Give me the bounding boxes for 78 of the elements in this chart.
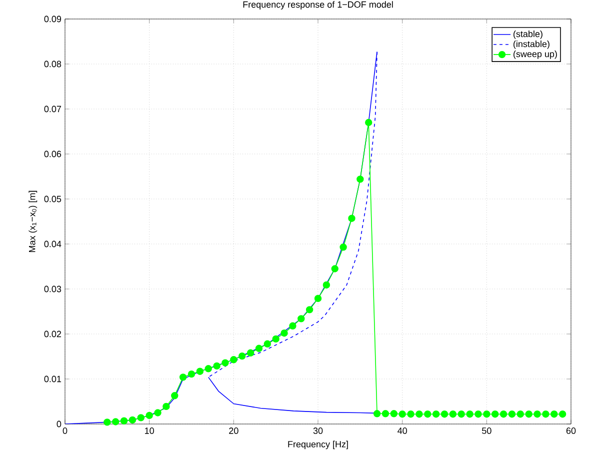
point bbox=[280, 330, 288, 337]
point bbox=[356, 176, 364, 183]
point bbox=[213, 362, 220, 370]
point bbox=[492, 410, 499, 418]
point bbox=[137, 414, 144, 422]
point bbox=[272, 335, 280, 343]
point bbox=[154, 409, 162, 416]
point bbox=[424, 410, 432, 418]
point bbox=[365, 118, 372, 126]
point bbox=[264, 340, 271, 348]
point bbox=[416, 410, 423, 418]
x-tick-label: 10 bbox=[145, 428, 154, 434]
point bbox=[112, 418, 120, 426]
point bbox=[458, 410, 465, 418]
point bbox=[516, 410, 524, 418]
point bbox=[466, 410, 474, 418]
point bbox=[500, 410, 508, 418]
point bbox=[407, 410, 414, 418]
y-tick-label: 0.09 bbox=[44, 16, 62, 22]
point bbox=[314, 294, 322, 302]
point bbox=[542, 410, 550, 418]
point bbox=[120, 417, 128, 424]
point bbox=[146, 412, 153, 420]
point bbox=[449, 410, 457, 418]
point bbox=[246, 349, 254, 356]
y-tick-label: 0.07 bbox=[44, 106, 62, 112]
point bbox=[298, 315, 305, 322]
chart-title: Frequency response of 1−DOF model bbox=[243, 1, 393, 10]
point bbox=[179, 374, 187, 381]
point bbox=[188, 370, 196, 378]
y-tick-label: 0.06 bbox=[44, 150, 62, 158]
legend-label: (instable) bbox=[514, 40, 550, 49]
point bbox=[222, 359, 229, 366]
point bbox=[348, 214, 356, 222]
point bbox=[331, 265, 338, 272]
point bbox=[483, 410, 490, 418]
point bbox=[558, 410, 566, 418]
point bbox=[432, 410, 440, 418]
point bbox=[382, 410, 390, 418]
point bbox=[340, 244, 347, 251]
x-tick-label: 0 bbox=[62, 428, 68, 434]
legend-label: (stable) bbox=[514, 30, 542, 39]
point bbox=[306, 306, 314, 314]
point bbox=[390, 410, 398, 418]
point bbox=[550, 410, 558, 418]
point bbox=[238, 352, 246, 360]
point bbox=[525, 410, 532, 418]
y-tick-label: 0.01 bbox=[44, 376, 62, 382]
point bbox=[373, 410, 381, 418]
y-axis-title: Max (x$_{1}$−x$_{0}$) [m] bbox=[28, 190, 38, 252]
x-tick-label: 30 bbox=[313, 428, 323, 434]
x-tick-label: 40 bbox=[398, 428, 407, 434]
y-tick-label: 0.03 bbox=[44, 286, 62, 292]
point bbox=[128, 416, 136, 424]
point bbox=[322, 281, 330, 289]
point bbox=[474, 410, 482, 418]
point bbox=[171, 392, 178, 400]
point bbox=[230, 356, 238, 364]
y-tick-label: 0.08 bbox=[44, 60, 62, 68]
point bbox=[289, 322, 296, 330]
x-tick-label: 50 bbox=[482, 428, 492, 434]
point bbox=[440, 410, 448, 418]
point bbox=[508, 410, 516, 418]
point bbox=[196, 368, 204, 375]
y-tick-label: 0.02 bbox=[44, 330, 62, 338]
y-tick-label: 0 bbox=[56, 420, 62, 428]
point bbox=[534, 410, 541, 418]
legend-label: (sweep up) bbox=[514, 50, 557, 59]
point bbox=[255, 344, 263, 352]
point bbox=[104, 418, 111, 426]
x-tick-label: 60 bbox=[566, 428, 576, 434]
x-tick-label: 20 bbox=[229, 428, 238, 434]
point bbox=[162, 402, 170, 410]
y-tick-label: 0.04 bbox=[44, 240, 62, 248]
y-tick-label: 0.05 bbox=[44, 196, 62, 202]
x-axis-title: Frequency [Hz] bbox=[288, 440, 348, 450]
point bbox=[204, 365, 212, 372]
point bbox=[398, 410, 406, 418]
